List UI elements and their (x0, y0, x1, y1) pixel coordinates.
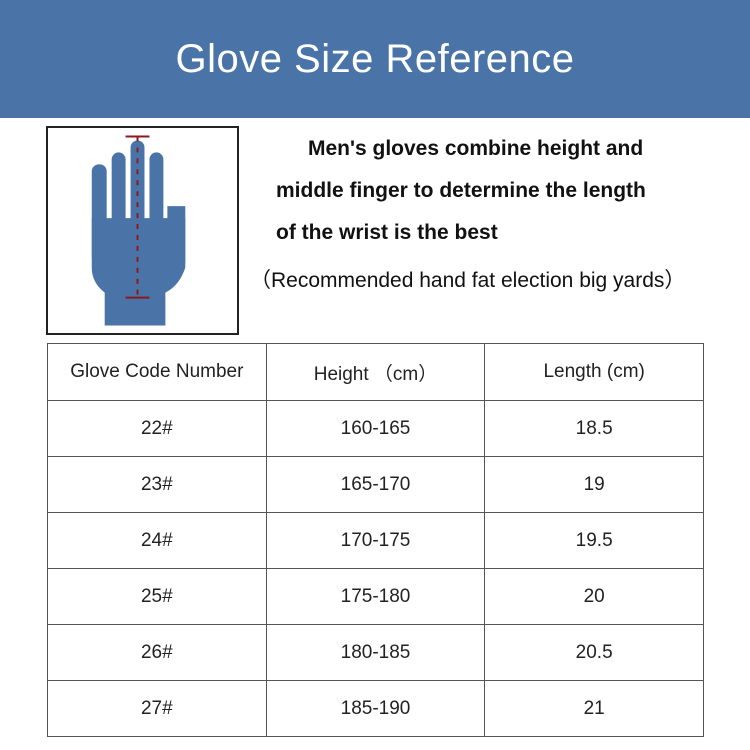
hand-measurement-icon (91, 135, 186, 326)
cell-length: 20.5 (484, 624, 704, 681)
cell-code: 25# (47, 568, 267, 625)
cell-height: 175-180 (265, 568, 486, 625)
description-line: middle finger to determine the length (276, 179, 646, 202)
cell-code: 23# (47, 456, 267, 513)
cell-length: 20 (484, 568, 704, 625)
recommendation-note: （Recommended hand fat election big yards… (250, 269, 686, 292)
size-table: Glove Code Number Height （cm） Length (cm… (47, 343, 704, 737)
table-row: 26# 180-185 20.5 (47, 624, 704, 681)
table-row: 25# 175-180 20 (47, 568, 704, 625)
header-height: Height （cm） (265, 343, 486, 401)
table-row: 22# 160-165 18.5 (47, 400, 704, 457)
cell-height: 165-170 (265, 456, 486, 513)
description: Men's gloves combine height and middle f… (276, 128, 736, 254)
cell-height: 180-185 (265, 624, 486, 681)
cell-code: 27# (47, 680, 267, 737)
title-banner: Glove Size Reference (0, 0, 750, 118)
page-title: Glove Size Reference (175, 36, 575, 81)
cell-length: 19 (484, 456, 704, 513)
header-code: Glove Code Number (47, 343, 267, 401)
cell-code: 24# (47, 512, 267, 569)
cell-length: 21 (484, 680, 704, 737)
cell-height: 170-175 (265, 512, 486, 569)
table-header-row: Glove Code Number Height （cm） Length (cm… (47, 343, 704, 401)
cell-length: 19.5 (484, 512, 704, 569)
table-row: 27# 185-190 21 (47, 680, 704, 737)
cell-height: 185-190 (265, 680, 486, 737)
table-row: 24# 170-175 19.5 (47, 512, 704, 569)
hand-illustration (46, 126, 239, 335)
cell-code: 22# (47, 400, 267, 457)
cell-code: 26# (47, 624, 267, 681)
table-row: 23# 165-170 19 (47, 456, 704, 513)
description-line: Men's gloves combine height and (308, 137, 644, 160)
cell-height: 160-165 (265, 400, 486, 457)
cell-length: 18.5 (484, 400, 704, 457)
header-length: Length (cm) (484, 343, 704, 401)
description-line: of the wrist is the best (276, 221, 498, 244)
